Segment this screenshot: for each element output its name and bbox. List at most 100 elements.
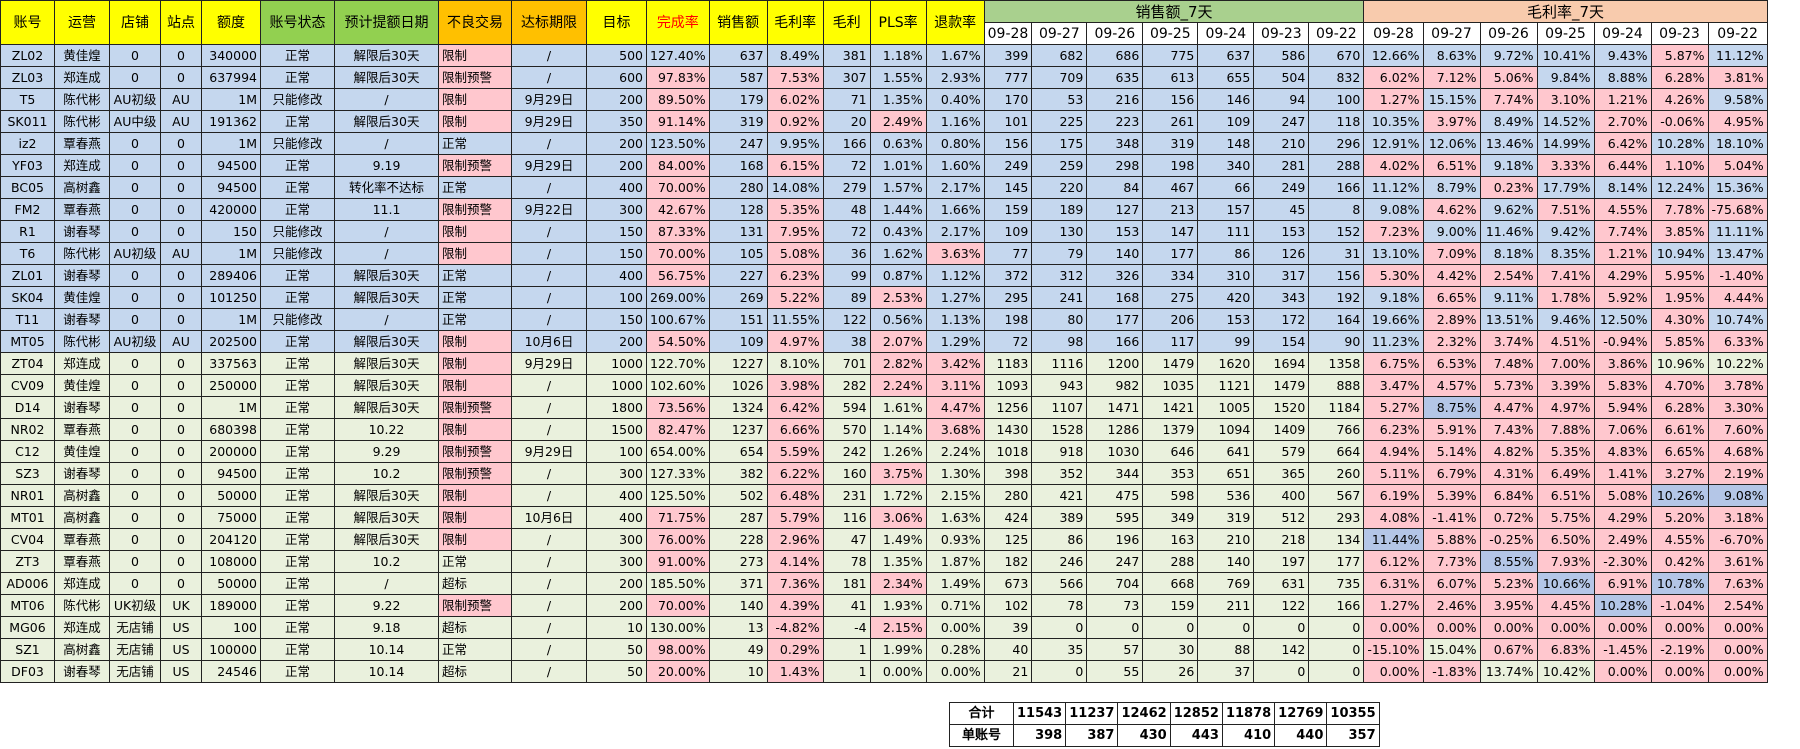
cell: 解限后30天 bbox=[334, 44, 439, 67]
table-row: T6 陈代彬 AU初级 AU 1M 只能修改 / 限制/150 70.00% 105 5.08% 36… bbox=[0, 242, 1768, 265]
cell: 89.50% bbox=[646, 88, 710, 111]
sales-cell: 98 bbox=[1031, 330, 1088, 353]
margin-cell: 9.43% bbox=[1593, 44, 1652, 67]
cell: 1.43% bbox=[766, 660, 824, 683]
cell: 限制 bbox=[438, 44, 512, 67]
sales-cell: 109 bbox=[1197, 110, 1255, 133]
cell: / bbox=[334, 220, 439, 243]
sales-cell: 1421 bbox=[1142, 396, 1199, 419]
cell: / bbox=[511, 660, 587, 683]
cell: CV09 bbox=[0, 374, 55, 397]
header-cell: 不良交易 bbox=[438, 0, 512, 45]
cell: 1M bbox=[201, 88, 261, 111]
cell: 680398 bbox=[201, 418, 261, 441]
margin-cell: 5.91% bbox=[1422, 418, 1481, 441]
cell: 242 bbox=[822, 440, 871, 463]
cell: 127.40% bbox=[646, 44, 710, 67]
margin-cell: 7.74% bbox=[1593, 220, 1652, 243]
cell: 4.39% bbox=[766, 594, 824, 617]
margin-cell: 7.48% bbox=[1479, 352, 1538, 375]
margin-cell: 10.22% bbox=[1707, 352, 1768, 375]
sales-cell: 1409 bbox=[1253, 418, 1310, 441]
cell: 1.49% bbox=[925, 572, 985, 595]
cell: 限制 bbox=[438, 88, 512, 111]
cell: 超标 bbox=[438, 572, 512, 595]
cell: 限制预警 bbox=[438, 594, 512, 617]
header-cell: 额度 bbox=[201, 0, 261, 45]
margin-cell: 15.15% bbox=[1422, 88, 1481, 111]
sales-cell: 399 bbox=[983, 44, 1033, 67]
cell: 只能修改 bbox=[260, 220, 335, 243]
cell: 94500 bbox=[201, 176, 261, 199]
sales-cell: 225 bbox=[1031, 110, 1088, 133]
sales-cell: 340 bbox=[1197, 154, 1255, 177]
cell: 解限后30天 bbox=[334, 374, 439, 397]
margin-cell: 0.00% bbox=[1650, 660, 1709, 683]
cell: 限制 bbox=[438, 110, 512, 133]
summary-value: 410 bbox=[1221, 724, 1276, 747]
cell: 382 bbox=[708, 462, 768, 485]
cell: 10.22 bbox=[334, 418, 439, 441]
margin-cell: 1.78% bbox=[1536, 286, 1595, 309]
cell: 166 bbox=[822, 132, 871, 155]
margin-cell: -0.06% bbox=[1650, 110, 1709, 133]
cell: 覃春燕 bbox=[54, 528, 110, 551]
margin-cell: 12.24% bbox=[1650, 176, 1709, 199]
margin-cell: 8.88% bbox=[1593, 66, 1652, 89]
margin-cell: 6.19% bbox=[1363, 484, 1424, 507]
cell: 0 bbox=[109, 506, 161, 529]
sales-cell: 1479 bbox=[1253, 374, 1310, 397]
summary-value: 12852 bbox=[1169, 702, 1223, 725]
cell: AD006 bbox=[0, 572, 55, 595]
cell: 0 bbox=[160, 440, 202, 463]
cell: SK011 bbox=[0, 110, 55, 133]
cell: 0 bbox=[160, 198, 202, 221]
sales-cell: 211 bbox=[1197, 594, 1255, 617]
margin-cell: 5.11% bbox=[1363, 462, 1424, 485]
margin-cell: -1.40% bbox=[1707, 264, 1768, 287]
margin-cell: 6.44% bbox=[1593, 154, 1652, 177]
cell: / bbox=[511, 396, 587, 419]
cell: 280 bbox=[708, 176, 768, 199]
margin-cell: 3.30% bbox=[1707, 396, 1768, 419]
cell: 130.00% bbox=[646, 616, 710, 639]
cell: 超标 bbox=[438, 616, 512, 639]
sales-cell: 298 bbox=[1086, 154, 1144, 177]
margin-cell: 4.26% bbox=[1650, 88, 1709, 111]
cell: AU bbox=[160, 330, 202, 353]
cell: UK bbox=[160, 594, 202, 617]
sales-cell: 246 bbox=[1031, 550, 1088, 573]
cell: 1.35% bbox=[869, 88, 927, 111]
cell: 181 bbox=[822, 572, 871, 595]
cell: 1.27% bbox=[925, 286, 985, 309]
margin-cell: 2.89% bbox=[1422, 308, 1481, 331]
cell: 0 bbox=[109, 528, 161, 551]
date-header: 09-24 bbox=[1593, 22, 1652, 45]
sales-cell: 982 bbox=[1086, 374, 1144, 397]
sales-cell: 1520 bbox=[1253, 396, 1310, 419]
cell: 0 bbox=[109, 462, 161, 485]
margin-cell: -2.19% bbox=[1650, 638, 1709, 661]
cell: 0 bbox=[109, 154, 161, 177]
margin-cell: 0.00% bbox=[1536, 616, 1595, 639]
sales-cell: 140 bbox=[1197, 550, 1255, 573]
sales-cell: 21 bbox=[983, 660, 1033, 683]
margin-cell: -15.10% bbox=[1363, 638, 1424, 661]
margin-cell: 10.66% bbox=[1536, 572, 1595, 595]
cell: 0.43% bbox=[869, 220, 927, 243]
summary-value: 11237 bbox=[1065, 702, 1119, 725]
cell: SZ3 bbox=[0, 462, 55, 485]
margin-cell: -1.45% bbox=[1593, 638, 1652, 661]
sales-cell: 0 bbox=[1308, 660, 1365, 683]
sales-cell: 53 bbox=[1031, 88, 1088, 111]
margin-cell: 8.79% bbox=[1422, 176, 1481, 199]
cell: 400 bbox=[586, 176, 647, 199]
cell: 101250 bbox=[201, 286, 261, 309]
cell: 无店铺 bbox=[109, 616, 161, 639]
sales-cell: 1183 bbox=[983, 352, 1033, 375]
cell: 2.34% bbox=[869, 572, 927, 595]
margin-cell: 0.00% bbox=[1479, 616, 1538, 639]
cell: 1800 bbox=[586, 396, 647, 419]
header-cell: 运营 bbox=[54, 0, 110, 45]
cell: iz2 bbox=[0, 132, 55, 155]
